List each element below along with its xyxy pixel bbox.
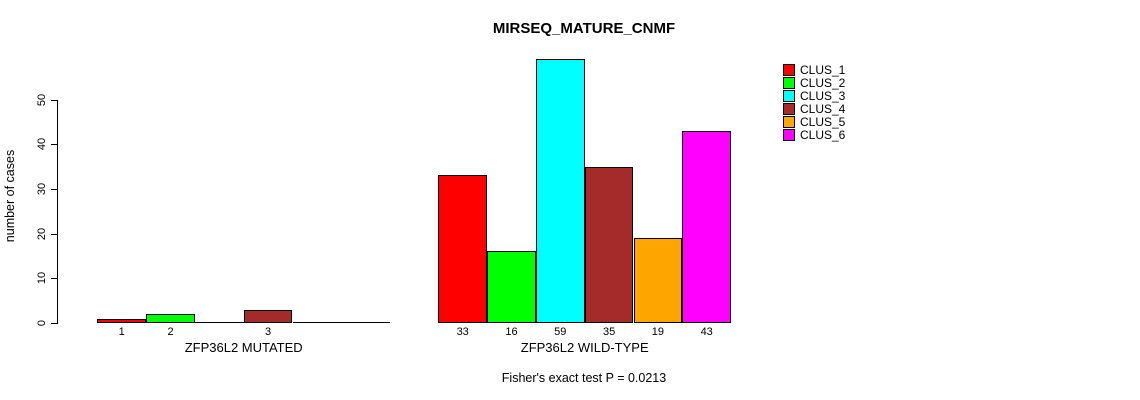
fisher-test-annotation: Fisher's exact test P = 0.0213 — [501, 371, 667, 385]
bar-value-label: 35 — [602, 326, 616, 338]
y-tick-label: 10 — [35, 272, 48, 285]
bar-value-label: 3 — [265, 326, 272, 338]
legend-color-swatch-icon — [783, 102, 795, 115]
bar-value-label: 1 — [118, 326, 125, 338]
bar-value-label: 33 — [456, 326, 469, 338]
bar-value-label: 2 — [167, 326, 174, 338]
zero-bar-line-clus-5-group-0 — [292, 322, 342, 323]
legend-color-swatch-icon — [783, 76, 795, 89]
bar-value-label: 16 — [505, 326, 518, 338]
y-tick — [51, 233, 57, 235]
legend-item-clus-3: CLUS_3 — [783, 89, 845, 102]
legend-item-clus-5: CLUS_5 — [783, 115, 845, 128]
bar-clus-2-group-0 — [146, 314, 195, 323]
legend-item-clus-1: CLUS_1 — [783, 63, 845, 76]
legend-label: CLUS_1 — [800, 62, 846, 77]
chart-title: MIRSEQ_MATURE_CNMF — [492, 20, 676, 37]
legend-color-swatch-icon — [783, 129, 795, 142]
y-tick-label: 20 — [35, 227, 48, 240]
legend-color-swatch-icon — [783, 115, 795, 128]
y-axis-line — [57, 99, 58, 324]
y-tick-label: 0 — [35, 319, 48, 327]
legend-label: CLUS_2 — [800, 75, 846, 90]
legend-color-swatch-icon — [783, 63, 795, 76]
bar-clus-4-group-0 — [243, 309, 293, 323]
bar-value-label: 19 — [651, 326, 665, 338]
bar-value-label: 59 — [554, 326, 567, 338]
legend-label: CLUS_6 — [800, 128, 846, 143]
legend-item-clus-6: CLUS_6 — [783, 128, 846, 143]
bar-clus-2-group-1 — [487, 251, 536, 323]
legend-label: CLUS_5 — [800, 114, 846, 129]
legend-item-clus-2: CLUS_2 — [783, 76, 845, 89]
y-tick — [51, 323, 57, 324]
bar-clus-5-group-1 — [633, 238, 683, 323]
legend-item-clus-4: CLUS_4 — [783, 102, 845, 115]
bar-clus-3-group-1 — [535, 59, 585, 323]
zero-bar-line-clus-6-group-0 — [341, 322, 391, 323]
group-label-mutated: ZFP36L2 MUTATED — [184, 340, 303, 355]
bar-clus-1-group-1 — [438, 175, 488, 323]
bar-clus-6-group-1 — [682, 130, 732, 323]
y-axis-label: number of cases — [3, 149, 17, 243]
legend-label: CLUS_4 — [800, 101, 846, 116]
bar-clus-4-group-1 — [584, 166, 634, 323]
bar-value-label: 43 — [700, 326, 713, 338]
legend: CLUS_1 CLUS_2 CLUS_3 CLUS_4 CLUS_5 CLUS_6 — [783, 63, 845, 142]
group-label-wild-type: ZFP36L2 WILD-TYPE — [520, 340, 649, 355]
legend-color-swatch-icon — [783, 89, 795, 102]
y-tick — [51, 144, 57, 146]
y-tick — [51, 278, 57, 280]
y-tick-label: 30 — [35, 182, 48, 196]
y-tick — [51, 188, 57, 190]
y-tick-label: 40 — [35, 138, 48, 151]
zero-bar-line-clus-3-group-0 — [194, 322, 244, 323]
y-tick — [51, 99, 57, 101]
bar-clus-1-group-0 — [97, 318, 147, 323]
y-tick-label: 50 — [35, 93, 48, 106]
legend-label: CLUS_3 — [800, 88, 846, 103]
